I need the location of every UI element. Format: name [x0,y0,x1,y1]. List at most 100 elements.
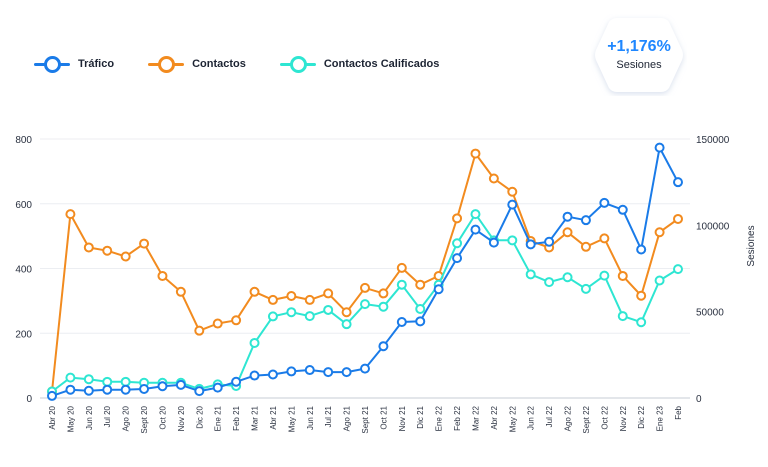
data-point[interactable] [83,374,94,385]
data-point[interactable] [396,262,407,273]
data-point[interactable] [360,363,370,374]
data-point[interactable] [65,209,76,220]
data-point[interactable] [120,384,131,395]
data-point[interactable] [102,384,113,395]
data-point[interactable] [83,385,94,396]
data-point[interactable] [378,341,389,352]
legend-item-contactos-calificados[interactable]: Contactos Calificados [279,56,439,73]
x-axis-ticks: Abr 20 May 20 Jun 20 Jul 20 Ago 20 Sept 20 Oct… [48,405,683,433]
data-point[interactable] [636,244,647,255]
data-point[interactable] [396,279,407,290]
data-point[interactable] [212,318,223,329]
data-point[interactable] [636,290,647,301]
data-point[interactable] [415,279,426,290]
data-point[interactable] [267,369,278,380]
data-point[interactable] [470,148,481,159]
x-tick-label: Sept 21 [361,405,370,433]
data-point[interactable] [47,390,57,401]
data-point[interactable] [231,376,242,387]
data-point[interactable] [65,384,76,395]
data-point[interactable] [139,384,150,395]
data-point[interactable] [396,317,407,328]
data-point[interactable] [378,288,389,299]
data-point[interactable] [194,325,205,336]
data-point[interactable] [304,294,315,305]
data-point[interactable] [341,307,352,318]
data-point[interactable] [83,242,94,253]
data-point[interactable] [654,275,665,286]
data-point[interactable] [507,186,518,197]
data-point[interactable] [488,237,499,248]
data-point[interactable] [452,253,463,264]
data-point[interactable] [452,213,463,224]
data-point[interactable] [452,238,463,249]
data-point[interactable] [249,286,260,297]
data-point[interactable] [617,311,628,322]
data-point[interactable] [544,277,555,288]
data-point[interactable] [470,209,481,220]
data-point[interactable] [157,381,168,392]
data-point[interactable] [231,315,242,326]
data-point[interactable] [599,270,610,281]
data-point[interactable] [415,316,426,327]
data-point[interactable] [120,251,131,262]
data-point[interactable] [286,291,297,302]
data-point[interactable] [562,227,573,238]
data-point[interactable] [507,235,518,246]
data-point[interactable] [341,367,352,378]
data-point[interactable] [654,142,665,153]
data-point[interactable] [102,245,113,256]
legend-item-trafico[interactable]: Tráfico [34,56,114,73]
data-point[interactable] [139,238,150,249]
data-point[interactable] [654,227,665,238]
data-point[interactable] [470,224,481,235]
data-point[interactable] [599,233,610,244]
data-point[interactable] [617,270,628,281]
data-point[interactable] [249,337,260,348]
data-point[interactable] [617,204,628,215]
data-point[interactable] [120,376,131,387]
data-point[interactable] [378,301,389,312]
data-point[interactable] [415,303,426,314]
data-point[interactable] [304,311,315,322]
data-point[interactable] [65,372,76,383]
data-point[interactable] [525,269,536,280]
data-point[interactable] [360,299,370,310]
legend-item-contactos[interactable]: Contactos [148,56,246,73]
left-tick-label: 0 [26,394,32,405]
data-point[interactable] [562,272,573,283]
data-point[interactable] [341,319,352,330]
data-point[interactable] [580,283,591,294]
data-point[interactable] [267,294,278,305]
data-point[interactable] [323,288,334,299]
data-point[interactable] [562,211,573,222]
data-point[interactable] [304,365,315,376]
data-point[interactable] [599,197,610,208]
data-point[interactable] [580,215,591,226]
data-point[interactable] [175,286,186,297]
data-point[interactable] [286,307,297,318]
data-point[interactable] [544,236,555,247]
data-point[interactable] [323,304,334,315]
data-point[interactable] [525,239,536,250]
data-point[interactable] [636,317,647,328]
data-point[interactable] [673,213,683,224]
left-tick-label: 400 [15,265,32,276]
data-point[interactable] [212,382,223,393]
data-point[interactable] [507,199,518,210]
legend-swatch-trafico [34,56,70,73]
data-point[interactable] [673,264,683,275]
data-point[interactable] [433,284,444,295]
data-point[interactable] [194,386,205,397]
data-point[interactable] [249,370,260,381]
data-point[interactable] [580,241,591,252]
data-point[interactable] [102,376,113,387]
data-point[interactable] [267,311,278,322]
data-point[interactable] [488,173,499,184]
data-point[interactable] [323,367,334,378]
data-point[interactable] [673,177,683,188]
data-point[interactable] [175,379,186,390]
data-point[interactable] [157,270,168,281]
data-point[interactable] [286,366,297,377]
data-point[interactable] [360,282,370,293]
